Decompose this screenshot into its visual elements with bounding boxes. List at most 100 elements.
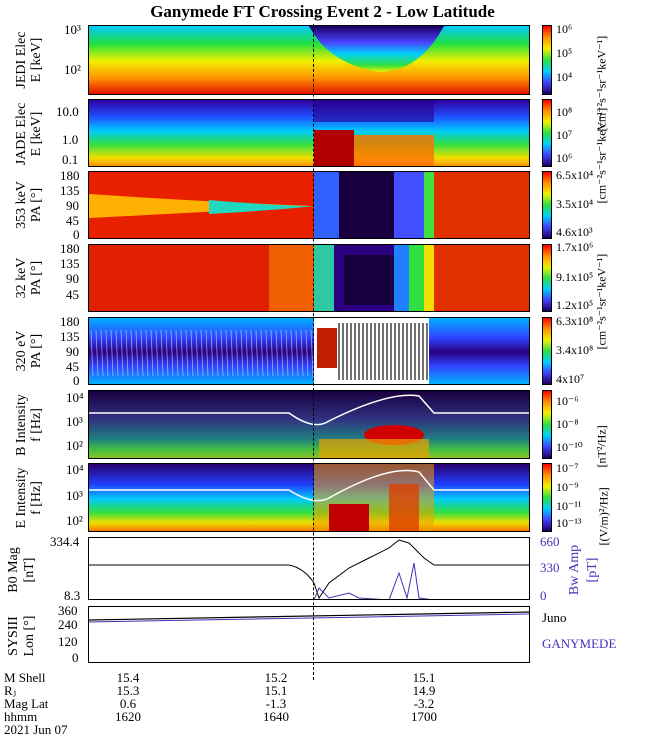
bw-amp-ylabel-2: [pT] [585,557,600,583]
pa320-ylabel-2: PA [°] [29,333,44,369]
b0-mag-trace [89,539,529,599]
b-intensity-cbar-tick: 10⁻¹⁰ [556,440,583,454]
pa320-stripe [225,329,229,377]
jedi-cbar-tick: 10⁶ [556,22,573,36]
pa320-stripe [260,329,264,377]
jedi-ylabel-2: E [keV] [29,37,44,83]
pa320-stripe [150,329,154,377]
pa320-ytick: 180 [60,314,80,329]
jade-ytick: 1.0 [62,132,79,147]
ephem-label-hhmm: hhmm [4,709,38,724]
jade-ytick: 0.1 [62,152,79,167]
pa32-ylabel-1: 32 keV [14,257,29,299]
ephem-label-rj: Rⱼ [4,683,17,698]
jade-colorbar [542,99,552,167]
sysiii-plot [88,606,530,663]
pa320-stripe [130,329,134,377]
pa320-stripe [215,329,219,377]
pa320-stripe [160,329,164,377]
b-intensity-ytick: 10³ [66,414,83,429]
e-intensity-cbar-tick: 10⁻¹³ [556,516,582,530]
pa353-ylabel-2: PA [°] [29,187,44,223]
jade-ylabel-1: JADE Elec [14,102,29,166]
pa320-ytick: 45 [66,359,79,374]
pa320-stripe [230,329,234,377]
ephem-value: 15.1 [264,683,288,698]
b0-mag-plot [88,537,530,600]
e-intensity-cbar-tick: 10⁻⁹ [556,480,579,494]
pa353-ytick: 90 [66,198,79,213]
jedi-ytick: 10³ [64,22,81,37]
bw-amp-ytick: 330 [540,560,560,575]
pa32-spectrogram [88,244,530,312]
pa320-stripe [255,329,259,377]
pa320-cbar-tick: 3.4x10⁸ [556,343,594,357]
pa353-ylabel-1: 353 keV [14,181,29,229]
pa320-ytick: 0 [73,373,80,388]
pa320-stripe [120,329,124,377]
pa32-colorbar [542,244,552,312]
ephem-label-mshell: M Shell [4,670,46,685]
pa320-stripe [100,329,104,377]
pa320-stripe [180,329,184,377]
pa353-ytick: 135 [60,183,80,198]
sysiii-ylabel-1: SYSIII [6,616,21,656]
e-intensity-ytick: 10³ [66,488,83,503]
pa320-ytick: 135 [60,329,80,344]
pa320-ylabel-1: 320 eV [14,330,29,372]
b-intensity-cbar-tick: 10⁻⁶ [556,394,579,408]
legend-ganymede: GANYMEDE [542,636,617,651]
pa320-stripe [185,329,189,377]
legend-juno: Juno [542,610,567,625]
pa320-stripe [105,329,109,377]
pa320-stripe [300,329,304,377]
b0-mag-lines [89,539,529,599]
jedi-colorbar [542,25,552,95]
jade-spectrogram-image [89,100,529,166]
pa320-stripe [135,329,139,377]
pa353-ytick: 0 [73,227,80,242]
ephem-value: -1.3 [265,696,287,711]
bw-amp-ytick: 660 [540,534,560,549]
ephem-value: 1620 [115,709,141,724]
pa320-stripe [245,329,249,377]
ephem-value: 14.9 [412,683,436,698]
b-intensity-cbar-tick: 10⁻⁸ [556,417,579,431]
pa32-spectrogram-image [89,245,529,311]
jedi-spectrogram-image [89,26,529,94]
pa353-cbar-tick: 4.6x10³ [556,225,593,239]
jade-cbar-tick: 10⁶ [556,151,573,165]
ephem-value: 15.1 [412,670,436,685]
ephem-value: -3.2 [413,696,435,711]
pa320-stripe [240,329,244,377]
bw-amp-ytick: 0 [540,588,547,603]
juno-lon-trace [89,611,529,621]
b0-mag-ytick: 8.3 [64,588,81,603]
pa320-ytick: 90 [66,344,79,359]
pa320-stripe [195,329,199,377]
pa32-cbar-unit: [cm⁻²s⁻¹sr⁻¹keV⁻¹] [594,253,609,350]
ephem-value: 1700 [411,709,437,724]
pa320-stripe [250,329,254,377]
b-intensity-colorbar [542,390,552,459]
jade-cbar-tick: 10⁸ [556,105,573,119]
sysiii-ytick: 360 [58,603,78,618]
pa353-colorbar [542,171,552,239]
pa320-stripe [235,329,239,377]
ephem-value: 1640 [263,709,289,724]
pa320-stripe [90,329,94,377]
pa320-stripe [165,329,169,377]
b-intensity-ylabel-2: f [Hz] [29,408,44,442]
ephem-value: 15.4 [116,670,140,685]
b0-mag-ytick: 334.4 [50,534,80,549]
ephem-label-maglat: Mag Lat [4,696,49,711]
b-intensity-ytick: 10⁴ [66,390,84,405]
pa320-spectrogram [88,317,530,385]
b-intensity-ytick: 10² [66,438,83,453]
e-intensity-image [89,464,529,531]
b-intensity-image [89,391,529,458]
pa32-ytick: 90 [66,271,79,286]
sysiii-ytick: 240 [58,617,78,632]
pa320-stripe [285,329,289,377]
pa320-cbar-tick: 6.3x10⁸ [556,314,594,328]
